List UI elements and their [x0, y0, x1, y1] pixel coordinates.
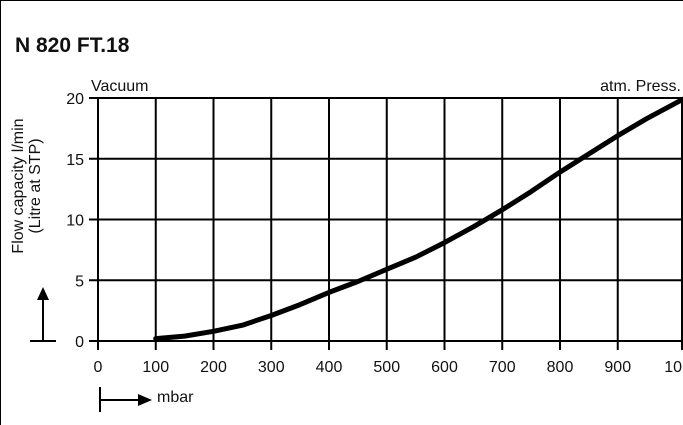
flow-curve	[153, 96, 683, 342]
y-tick-label: 10	[66, 213, 84, 230]
y-tick-label: 5	[75, 273, 84, 290]
x-tick-label: 200	[200, 359, 227, 376]
y-tick-label: 20	[66, 91, 84, 108]
x-tick-label: 600	[431, 359, 458, 376]
labels: Vacuum atm. Press. mbar Flow capacity l/…	[10, 78, 681, 406]
corner-label-atm-press: atm. Press.	[600, 78, 681, 95]
x-direction-arrow	[99, 387, 152, 412]
y-tick-label: 15	[66, 152, 84, 169]
x-tick-label: 400	[316, 359, 343, 376]
direction-arrows	[30, 287, 152, 412]
y-tick-label: 0	[75, 334, 84, 351]
corner-label-vacuum: Vacuum	[91, 78, 149, 95]
x-tick-label: 0	[94, 359, 103, 376]
x-tick-label: 700	[489, 359, 516, 376]
y-axis-sublabel: (Litre at STP)	[27, 138, 44, 233]
y-axis-label: Flow capacity l/min	[10, 118, 27, 253]
x-axis-label: mbar	[157, 389, 194, 406]
y-direction-arrow	[30, 287, 56, 342]
x-tick-label: 300	[258, 359, 285, 376]
series-layer	[153, 96, 683, 342]
x-tick-label: 1013	[664, 359, 683, 376]
x-tick-label: 100	[142, 359, 169, 376]
x-tick-label: 900	[604, 359, 631, 376]
x-tick-label: 500	[373, 359, 400, 376]
axes: 0510152001002003004005006007008009001013	[66, 91, 683, 376]
chart-title: N 820 FT.18	[15, 34, 130, 57]
x-tick-label: 800	[547, 359, 574, 376]
grid	[98, 97, 683, 342]
